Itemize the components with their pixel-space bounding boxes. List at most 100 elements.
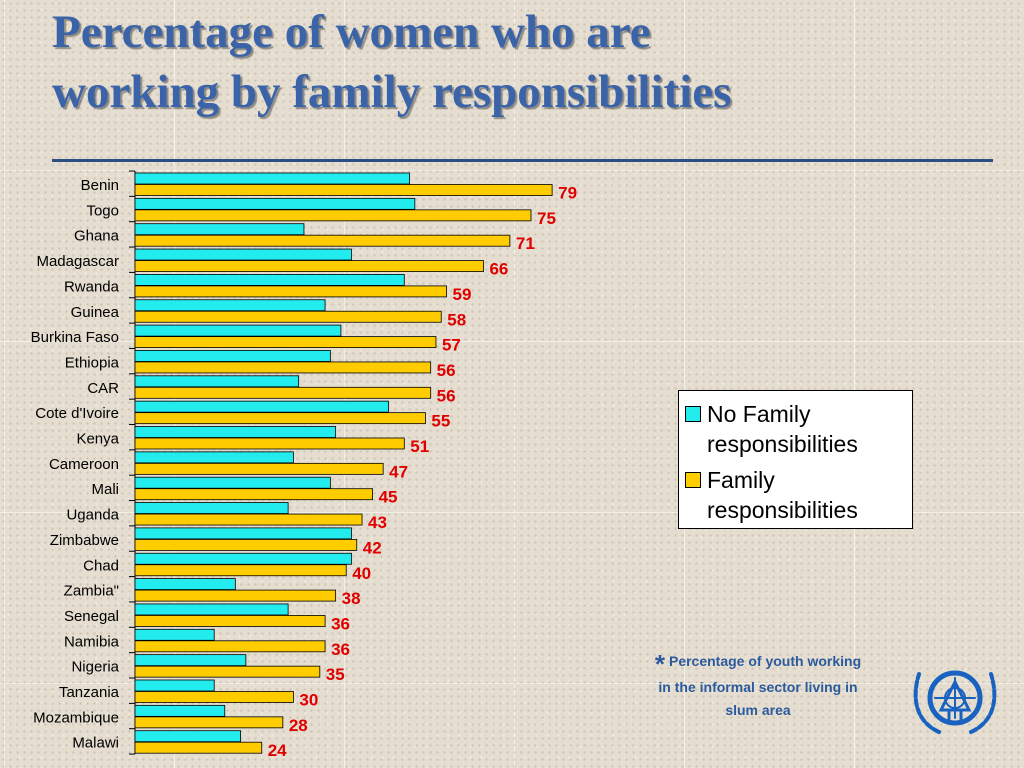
category-label: Guinea [71,304,120,321]
bar-no-family [134,502,289,514]
data-label: 35 [326,665,345,684]
legend-item-no-family: No Family responsibilities [685,399,912,459]
data-label: 59 [453,285,472,304]
category-label: Chad [83,557,119,574]
data-label: 43 [368,513,387,532]
category-label: Ethiopia [65,354,120,371]
category-label: Mozambique [33,709,119,726]
data-label: 30 [299,691,318,710]
category-label: Madagascar [36,253,119,270]
un-habitat-emblem-icon [913,670,997,734]
chart-title: Percentage of women who are working by f… [52,2,731,122]
bar-no-family [134,324,342,337]
bar-no-family [134,628,215,641]
bar-no-family [134,654,247,667]
bar-family [134,462,384,475]
bar-family [134,564,347,577]
data-label: 56 [437,386,456,405]
category-label: Benin [81,177,119,194]
category-label: Ghana [74,228,120,245]
data-label: 36 [331,614,350,633]
bar-no-family [134,248,352,261]
category-label: Malawi [72,735,119,752]
bar-no-family [134,476,331,489]
data-label: 24 [268,741,287,760]
bar-no-family [134,603,289,616]
bar-family [134,716,284,729]
title-line-2: working by family responsibilities [52,66,732,118]
category-label: Kenya [76,431,119,448]
bar-family [134,539,358,551]
legend-swatch-family [685,472,701,488]
bar-family [134,437,405,450]
data-label: 57 [442,336,461,355]
bar-family [134,640,326,653]
category-label: Burkina Faso [31,329,119,346]
bar-no-family [134,172,410,185]
data-label: 75 [537,209,556,228]
bar-no-family [134,273,405,286]
data-label: 71 [516,234,535,253]
data-label: 55 [431,412,450,431]
bar-no-family [134,679,215,692]
category-label: Uganda [66,507,119,524]
bar-family [134,488,374,501]
title-line-1: Percentage of women who are [52,6,651,58]
data-label: 38 [342,589,361,608]
footnote-text: Percentage of youth working in the infor… [658,653,862,718]
bar-family [134,310,442,323]
category-label: Tanzania [59,684,120,701]
legend-swatch-no-family [685,406,701,422]
bar-no-family [134,350,331,362]
bar-no-family [134,299,326,312]
category-label: CAR [87,380,119,397]
bar-family [134,260,484,272]
bar-family [134,361,432,374]
chart-legend: No Family responsibilities Family respon… [678,390,913,529]
bar-family [134,589,337,602]
data-label: 51 [410,437,429,456]
bar-no-family [134,704,226,717]
data-label: 45 [379,488,398,507]
data-label: 42 [363,538,382,557]
bar-family [134,234,511,247]
bar-family [134,285,447,298]
category-label: Rwanda [64,278,120,295]
bar-family [134,386,432,399]
bar-family [134,741,263,754]
category-label: Togo [86,202,119,219]
bar-family [134,412,426,425]
bar-family [134,184,553,196]
footnote-asterisk: * [654,649,665,679]
bar-no-family [134,578,236,590]
bar-family [134,615,326,627]
data-label: 58 [447,310,466,329]
category-label: Zimbabwe [50,532,119,549]
bar-no-family [134,375,300,388]
legend-label-family: Family responsibilities [707,467,858,523]
legend-label-no-family: No Family responsibilities [707,401,858,457]
bar-no-family [134,451,294,464]
data-label: 28 [289,716,308,735]
data-label: 40 [352,564,371,583]
bar-family [134,691,294,703]
footnote: * Percentage of youth working in the info… [650,650,866,722]
data-label: 56 [437,361,456,380]
bar-no-family [134,552,352,565]
bar-no-family [134,527,352,540]
bar-no-family [134,426,337,438]
bar-no-family [134,400,389,413]
data-label: 36 [331,640,350,659]
data-label: 47 [389,462,408,481]
category-label: Zambia" [64,583,119,600]
bar-no-family [134,197,416,210]
bar-family [134,336,437,349]
category-label: Cameroon [49,456,119,473]
bar-family [134,209,532,222]
category-label: Namibia [64,633,120,650]
bar-no-family [134,223,305,236]
title-divider [52,159,993,162]
legend-item-family: Family responsibilities [685,465,912,525]
data-label: 79 [558,184,577,203]
